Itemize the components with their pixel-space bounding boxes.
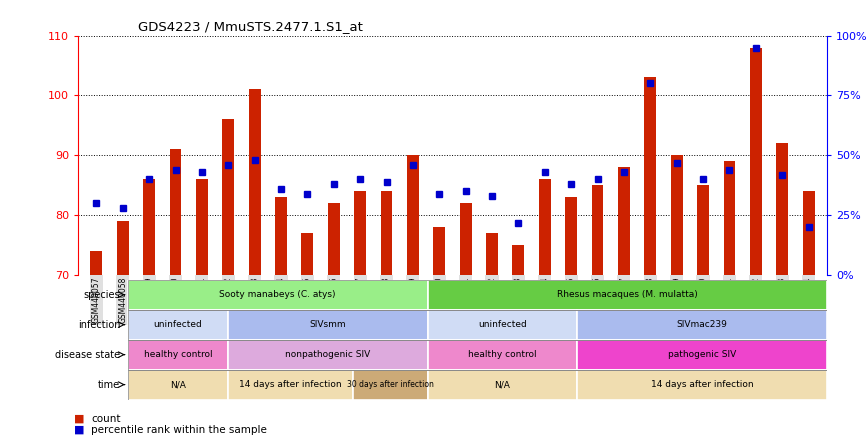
- Text: N/A: N/A: [494, 380, 510, 389]
- Text: SIVsmm: SIVsmm: [309, 320, 346, 329]
- Text: percentile rank within the sample: percentile rank within the sample: [91, 425, 267, 435]
- Text: GDS4223 / MmuSTS.2477.1.S1_at: GDS4223 / MmuSTS.2477.1.S1_at: [138, 20, 363, 33]
- Bar: [578, 340, 827, 369]
- Bar: [460, 203, 472, 275]
- Bar: [486, 234, 498, 275]
- Text: SIVmac239: SIVmac239: [676, 320, 727, 329]
- Bar: [128, 280, 428, 310]
- Bar: [228, 340, 428, 369]
- Bar: [249, 89, 261, 275]
- Bar: [128, 369, 228, 400]
- Bar: [428, 340, 578, 369]
- Bar: [223, 119, 234, 275]
- Bar: [117, 221, 129, 275]
- Bar: [723, 162, 735, 275]
- Text: N/A: N/A: [170, 380, 185, 389]
- Text: ■: ■: [74, 414, 84, 424]
- Bar: [428, 310, 578, 340]
- Bar: [128, 280, 827, 310]
- Text: Rhesus macaques (M. mulatta): Rhesus macaques (M. mulatta): [557, 290, 698, 299]
- Text: nonpathogenic SIV: nonpathogenic SIV: [285, 350, 371, 359]
- Text: count: count: [91, 414, 120, 424]
- Bar: [354, 191, 366, 275]
- Bar: [539, 179, 551, 275]
- Bar: [407, 155, 419, 275]
- Text: 14 days after infection: 14 days after infection: [239, 380, 341, 389]
- Bar: [644, 78, 656, 275]
- Bar: [428, 280, 827, 310]
- Bar: [328, 203, 339, 275]
- Bar: [196, 179, 208, 275]
- Bar: [275, 197, 287, 275]
- Bar: [591, 186, 604, 275]
- Bar: [170, 149, 182, 275]
- Text: uninfected: uninfected: [478, 320, 527, 329]
- Text: healthy control: healthy control: [144, 350, 212, 359]
- Bar: [803, 191, 815, 275]
- Bar: [228, 369, 352, 400]
- Bar: [128, 340, 228, 369]
- Text: time: time: [98, 380, 120, 390]
- Bar: [143, 179, 155, 275]
- Bar: [578, 310, 827, 340]
- Bar: [128, 310, 228, 340]
- Bar: [671, 155, 682, 275]
- Text: healthy control: healthy control: [469, 350, 537, 359]
- Bar: [352, 369, 428, 400]
- Bar: [697, 186, 709, 275]
- Bar: [428, 369, 578, 400]
- Bar: [381, 191, 392, 275]
- Bar: [128, 310, 827, 340]
- Text: Sooty manabeys (C. atys): Sooty manabeys (C. atys): [219, 290, 336, 299]
- Bar: [513, 245, 524, 275]
- Bar: [301, 234, 313, 275]
- Text: ■: ■: [74, 425, 84, 435]
- Bar: [128, 340, 827, 369]
- Bar: [565, 197, 577, 275]
- Bar: [228, 310, 428, 340]
- Text: 14 days after infection: 14 days after infection: [651, 380, 753, 389]
- Bar: [90, 251, 102, 275]
- Text: infection: infection: [78, 320, 120, 330]
- Text: uninfected: uninfected: [153, 320, 202, 329]
- Bar: [618, 167, 630, 275]
- Bar: [433, 227, 445, 275]
- Text: disease state: disease state: [55, 349, 120, 360]
- Bar: [776, 143, 788, 275]
- Bar: [128, 369, 827, 400]
- Bar: [578, 369, 827, 400]
- Text: pathogenic SIV: pathogenic SIV: [668, 350, 736, 359]
- Bar: [750, 48, 762, 275]
- Text: 30 days after infection: 30 days after infection: [346, 380, 434, 389]
- Text: species: species: [84, 289, 120, 300]
